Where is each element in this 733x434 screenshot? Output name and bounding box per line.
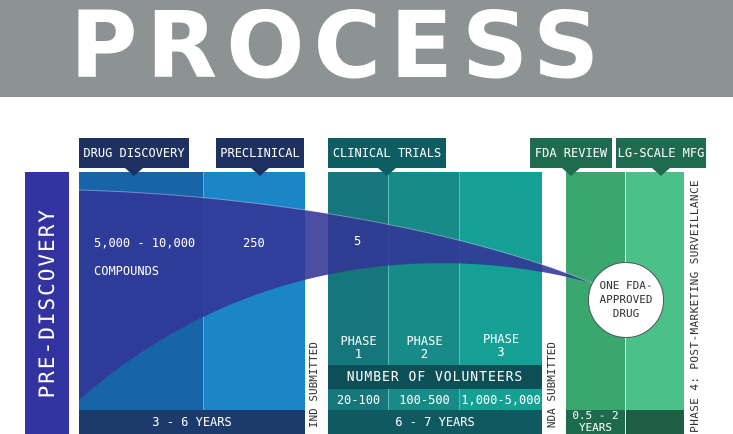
funnel-path [79,190,592,400]
tab-lg-scale-mfg-label: LG-SCALE MFG [617,146,705,160]
phase-divider-1 [388,172,389,410]
pre-discovery-bar: PRE-DISCOVERY [25,172,69,434]
discovery-unit: COMPOUNDS [94,264,160,278]
phase-3-label: PHASE 3 [460,333,542,359]
duration-discovery-label: 3 - 6 YEARS [152,415,232,429]
clinical-count: 5 [354,234,362,248]
page-title: PROCESS [70,0,609,97]
tab-clinical-trials: CLINICAL TRIALS [328,138,446,176]
tab-lg-scale-mfg: LG-SCALE MFG [616,138,706,176]
duration-clinical: 6 - 7 YEARS [328,410,542,434]
ind-submitted-label: IND SUBMITTED [307,342,320,429]
duration-review: 0.5 - 2 YEARS [566,410,625,434]
phase-3-volunteers: 1,000-5,000 [461,393,541,407]
duration-review-line1: 0.5 - 2 [572,409,619,422]
duration-mfg [626,410,684,434]
tab-preclinical-label: PRECLINICAL [220,146,300,160]
duration-discovery: 3 - 6 YEARS [79,410,305,434]
duration-clinical-label: 6 - 7 YEARS [395,415,475,429]
header-banner: PROCESS [0,0,733,97]
phase-1-volunteers: 20-100 [336,393,381,407]
phase-2-volunteers: 100-500 [399,393,450,407]
funnel-edge [78,189,593,284]
approved-drug-line1: ONE FDA- [599,279,653,292]
tab-drug-discovery: DRUG DISCOVERY [79,138,189,176]
tab-fda-review: FDA REVIEW [530,138,612,176]
phase-2-label: PHASE 2 [389,335,460,361]
approved-drug-line2: APPROVED [599,293,653,306]
discovery-count: 5,000 - 10,000 [94,236,196,250]
phase-3-label-number: 3 [497,345,505,359]
duration-review-line2: YEARS [578,421,613,434]
nda-submitted-label: NDA SUBMITTED [545,342,558,429]
approved-drug-circle: ONE FDA- APPROVED DRUG [588,262,664,338]
volunteers-header: NUMBER OF VOLUNTEERS [328,365,542,389]
phase-2-label-word: PHASE [406,334,443,348]
phase-2-label-number: 2 [420,347,429,361]
tab-drug-discovery-label: DRUG DISCOVERY [83,146,185,160]
phase-1-label-word: PHASE [340,334,377,348]
phase-3-label-word: PHASE [482,332,520,346]
tab-fda-review-label: FDA REVIEW [534,146,608,160]
approved-drug-line3: DRUG [612,307,640,320]
phase-4-label: PHASE 4: POST-MARKETING SURVEILLANCE [688,180,701,433]
volunteers-header-label: NUMBER OF VOLUNTEERS [346,369,524,385]
tab-preclinical: PRECLINICAL [216,138,304,176]
phase-divider-2 [459,172,460,410]
preclinical-count: 250 [243,236,265,250]
phase-1-label: PHASE 1 [328,335,389,361]
tab-clinical-trials-label: CLINICAL TRIALS [332,146,442,160]
phase-1-label-number: 1 [354,347,363,361]
